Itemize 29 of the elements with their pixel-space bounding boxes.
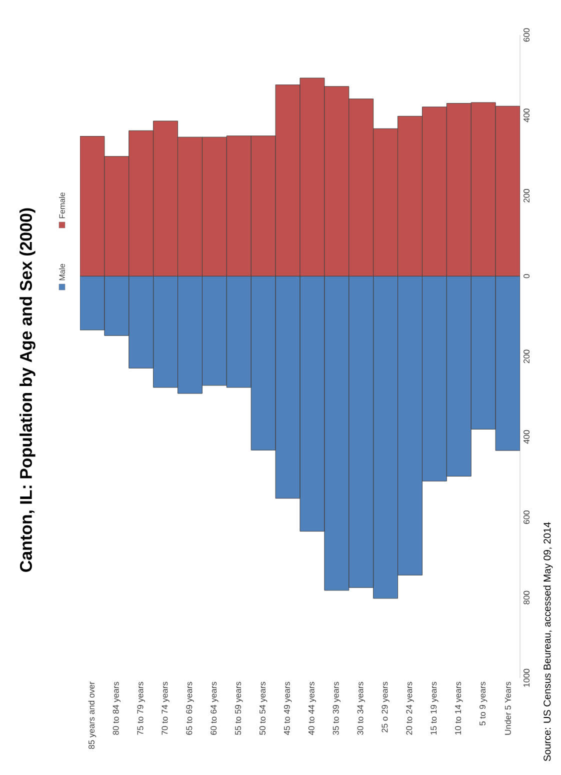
y-tick-label: 200: [524, 189, 530, 202]
x-tick-label: 5 to 9 years: [480, 682, 488, 726]
source-note: Source: US Census Beureau, accessed May 09, 2014: [543, 522, 553, 762]
x-tick-label: 35 to 39 years: [332, 682, 340, 735]
x-tick-label: Under 5 Years: [504, 682, 511, 735]
y-tick-label: 400: [524, 430, 530, 444]
x-tick-label: 20 to 24 years: [406, 682, 414, 735]
x-tick-label: 40 to 44 years: [308, 682, 316, 735]
x-tick-label: 65 to 69 years: [186, 682, 194, 735]
y-tick-label: 1000: [524, 668, 530, 687]
x-tick-label: 60 to 64 years: [210, 682, 218, 735]
x-tick-label: 30 to 34 years: [357, 682, 365, 735]
x-tick-label: 55 to 59 years: [235, 682, 243, 735]
x-tick-label: 25 o 29 years: [382, 682, 390, 732]
x-tick-label: 70 to 74 years: [162, 682, 170, 735]
y-tick-label: 400: [524, 108, 530, 122]
y-tick-label: 600: [524, 510, 530, 524]
x-tick-label: 85 years and over: [88, 682, 96, 749]
x-tick-label: 10 to 14 years: [455, 682, 463, 735]
x-tick-label: 50 to 54 years: [260, 682, 268, 735]
x-tick-label: 45 to 49 years: [284, 682, 292, 735]
y-tick-label: 0: [524, 274, 530, 278]
text: Canton, IL: Population by Age and Sex (2000): [20, 208, 36, 572]
y-tick-label: 800: [524, 590, 530, 604]
x-tick-label: 80 to 84 years: [112, 682, 120, 735]
y-tick-label: 600: [524, 28, 530, 42]
y-tick-label: 200: [524, 350, 530, 364]
x-tick-label: 15 to 19 years: [430, 682, 438, 735]
x-tick-label: 75 to 79 years: [137, 682, 145, 735]
